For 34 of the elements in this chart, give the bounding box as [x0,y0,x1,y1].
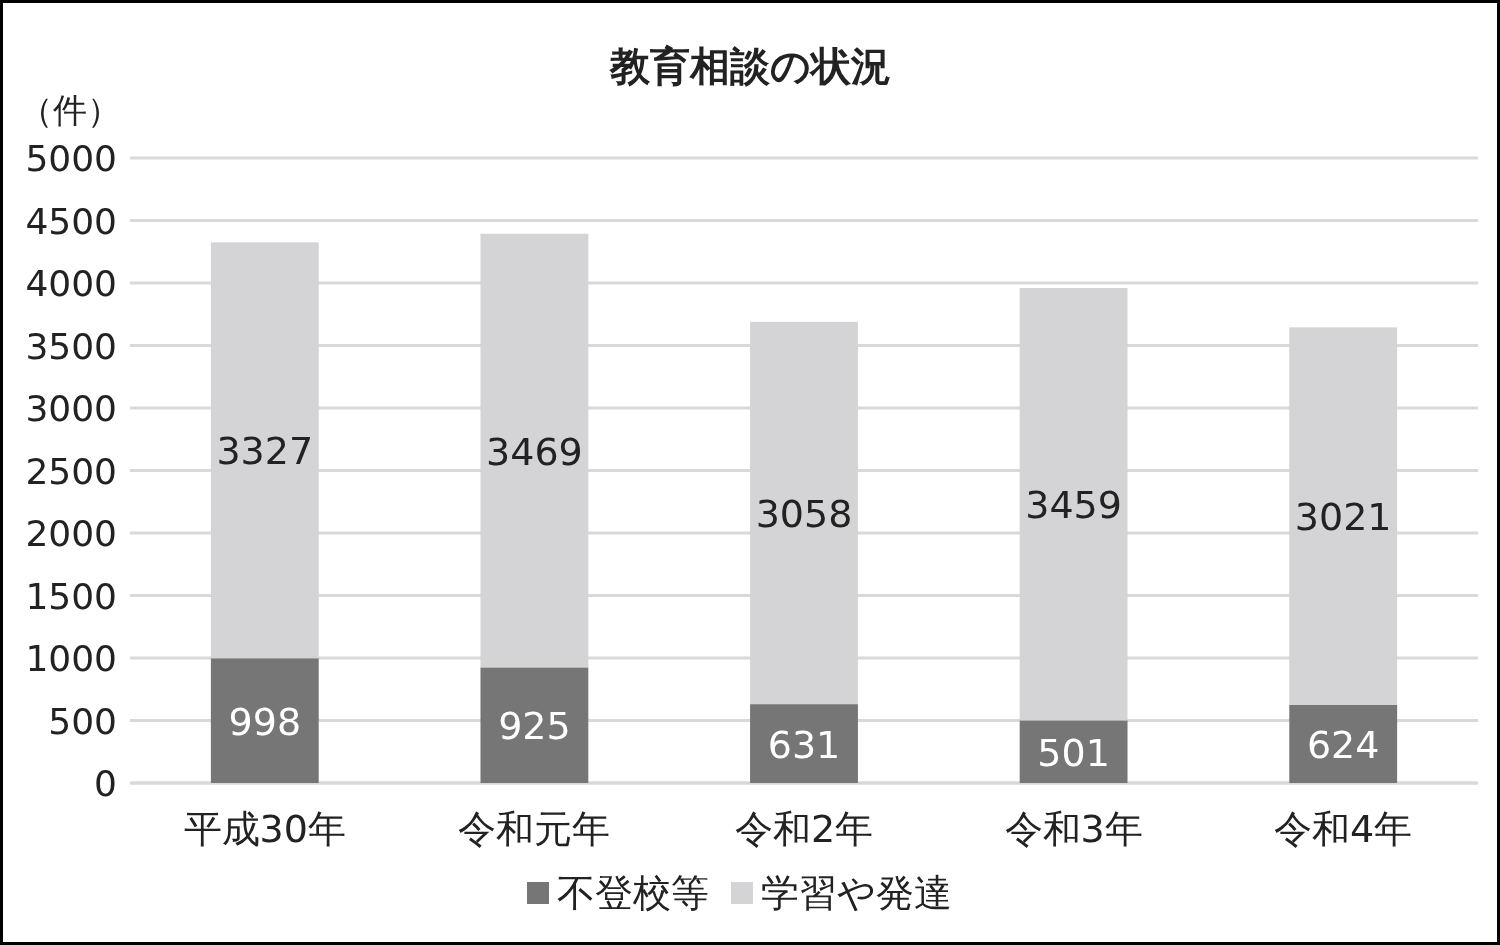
legend-label: 不登校等 [557,871,709,915]
data-label: 3459 [1025,483,1122,528]
y-tick-label: 500 [48,700,117,742]
x-tick-label: 令和3年 [1004,807,1143,851]
bar [1019,720,1128,783]
y-tick-label: 1500 [25,575,117,617]
chart-title: 教育相談の状況 [608,43,891,89]
data-label: 3021 [1294,495,1392,540]
y-tick-label: 3000 [25,388,117,429]
data-label: 3058 [755,492,853,536]
data-label: 501 [1037,730,1110,775]
data-label: 624 [1306,723,1380,767]
data-label: 925 [498,704,571,749]
x-tick-label: 令和4年 [1274,807,1413,851]
data-label: 3469 [486,429,583,474]
y-tick-label: 3500 [25,325,117,367]
bar [1289,705,1398,783]
y-axis-title: （件） [19,90,121,130]
y-tick-label: 4500 [25,200,117,242]
bar [750,704,858,783]
y-tick-label: 2500 [25,450,117,492]
x-tick-label: 令和2年 [734,807,874,851]
data-label: 3327 [216,429,314,474]
y-tick-label: 4000 [25,263,117,304]
y-tick-label: 2000 [25,513,117,554]
data-label: 631 [767,722,841,767]
data-label: 998 [228,699,302,744]
y-tick-label: 0 [94,763,117,804]
y-tick-label: 5000 [25,138,117,179]
x-tick-label: 令和元年 [458,807,611,851]
bar [480,667,589,783]
x-tick-label: 平成30年 [183,807,346,851]
bar [210,658,319,783]
y-tick-label: 1000 [25,638,117,679]
